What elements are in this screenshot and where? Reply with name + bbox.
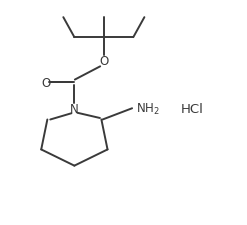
Text: O: O — [99, 55, 108, 68]
Text: HCl: HCl — [181, 102, 204, 115]
Text: O: O — [41, 76, 51, 89]
Text: N: N — [70, 102, 79, 115]
Text: NH$_2$: NH$_2$ — [136, 101, 160, 116]
